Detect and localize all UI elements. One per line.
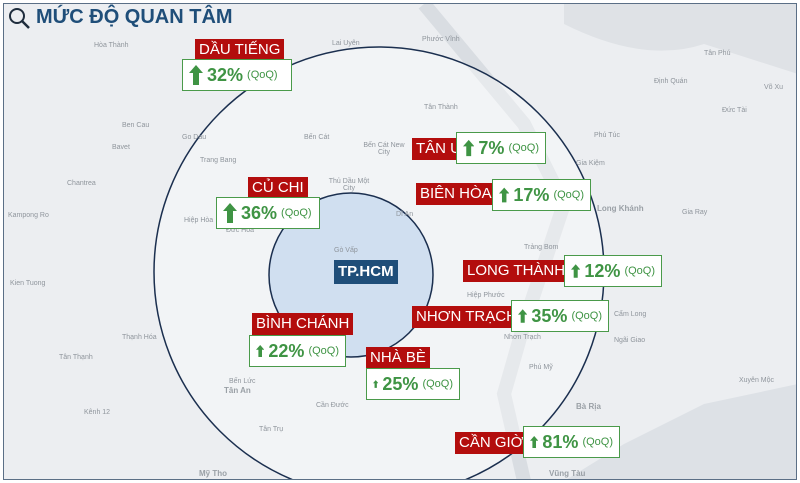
- map-label: Vũng Tàu: [549, 469, 586, 478]
- arrow-up-icon: [518, 309, 528, 323]
- growth-box: 35% (QoQ): [511, 300, 609, 332]
- map-label: Kênh 12: [84, 409, 111, 416]
- growth-value: 36%: [241, 202, 278, 223]
- map-label: Gò Vấp: [334, 247, 358, 254]
- map-label: Tân An: [224, 386, 251, 395]
- growth-value: 25%: [382, 373, 419, 394]
- growth-period: (QoQ): [422, 378, 453, 390]
- arrow-up-icon: [223, 203, 237, 223]
- growth-box: 17% (QoQ): [492, 179, 591, 211]
- map-label: Mỹ Tho: [199, 469, 227, 478]
- page-title: MỨC ĐỘ QUAN TÂM: [8, 6, 233, 29]
- map-label: Nhơn Trạch: [504, 334, 541, 341]
- title-text: MỨC ĐỘ QUAN TÂM: [36, 6, 233, 28]
- river: [418, 4, 572, 479]
- map-label: Dĩ An: [396, 211, 414, 218]
- growth-value: 17%: [513, 184, 550, 205]
- map-label: Bà Rịa: [576, 402, 601, 411]
- map-label: Ngãi Giao: [614, 337, 646, 344]
- arrow-up-icon: [530, 435, 539, 449]
- growth-period: (QoQ): [582, 436, 613, 448]
- arrow-up-icon: [373, 380, 379, 388]
- map-label: Hiệp Hòa: [184, 217, 214, 224]
- map-label: Go Dau: [182, 134, 207, 141]
- map-label: Chantrea: [67, 180, 96, 187]
- map-label: Gia Kiệm: [576, 160, 605, 167]
- center-label-tphcm: TP.HCM: [334, 260, 398, 284]
- growth-period: (QoQ): [508, 142, 539, 154]
- growth-box: 25% (QoQ): [366, 368, 460, 400]
- arrow-up-icon: [571, 264, 581, 278]
- arrow-up-icon: [256, 344, 265, 358]
- growth-period: (QoQ): [281, 207, 312, 219]
- map-label: Hòa Thành: [94, 42, 129, 49]
- search-icon: [9, 7, 30, 29]
- map-label: Bavet: [112, 144, 130, 151]
- sea: [567, 384, 796, 479]
- map-panel: Hòa Thành Lai Uyên Phước Vĩnh Tân Thành …: [3, 3, 797, 480]
- growth-value: 81%: [542, 431, 579, 452]
- area-name-label: LONG THÀNH: [463, 260, 570, 282]
- area-name-label: CỦ CHI: [248, 177, 308, 199]
- map-label: Ben Cau: [122, 122, 150, 129]
- growth-period: (QoQ): [308, 345, 339, 357]
- growth-period: (QoQ): [247, 69, 278, 81]
- map-label: Bến Cát New City: [363, 142, 405, 156]
- map-label: Bến Cát: [304, 134, 330, 141]
- map-label: Lai Uyên: [332, 40, 360, 47]
- growth-value: 12%: [584, 260, 621, 281]
- area-name-label: CẦN GIỜ: [455, 432, 528, 454]
- map-label: Tân Phú: [704, 50, 731, 57]
- map-label: Phú Túc: [594, 132, 620, 139]
- map-label: Cần Đước: [316, 402, 349, 409]
- map-label: Kien Tuong: [10, 280, 46, 287]
- reservoir: [564, 4, 796, 74]
- growth-period: (QoQ): [624, 265, 655, 277]
- arrow-up-icon: [463, 139, 475, 157]
- map-label: Hiệp Phước: [467, 292, 505, 299]
- map-label: Phú Mỹ: [529, 364, 553, 371]
- map-label: Đức Hòa: [226, 227, 255, 234]
- map-label: Gia Ray: [682, 209, 708, 216]
- area-name-label: DẦU TIẾNG: [195, 39, 285, 61]
- growth-box: 12% (QoQ): [564, 255, 662, 287]
- map-background: [153, 4, 796, 479]
- map-label: Phước Vĩnh: [422, 36, 460, 43]
- map-label: Kampong Ro: [8, 212, 49, 219]
- map-label: Trang Bang: [200, 157, 237, 164]
- area-name-label: NHÀ BÈ: [366, 347, 430, 369]
- growth-value: 32%: [207, 64, 244, 85]
- map-label: Thủ Dầu Một City: [328, 178, 370, 192]
- map-label: Cẩm Long: [614, 311, 647, 318]
- map-label: Bến Lức: [229, 378, 256, 385]
- growth-period: (QoQ): [571, 310, 602, 322]
- arrow-up-icon: [189, 65, 203, 85]
- map-label: Trảng Bom: [524, 244, 559, 251]
- area-name-label: BÌNH CHÁNH: [252, 313, 354, 335]
- growth-box: 32% (QoQ): [182, 59, 292, 91]
- growth-value: 7%: [478, 137, 505, 158]
- growth-box: 7% (QoQ): [456, 132, 546, 164]
- map-label: Định Quán: [654, 78, 688, 85]
- area-name-label: BIÊN HÒA: [416, 183, 496, 205]
- arrow-up-icon: [499, 187, 510, 203]
- area-name-label: NHƠN TRẠCH: [412, 306, 521, 328]
- map-label: Võ Xu: [764, 84, 784, 91]
- map-label: Xuyên Mộc: [739, 377, 775, 384]
- growth-value: 35%: [531, 305, 568, 326]
- map-label: Tân Thạnh: [59, 354, 93, 361]
- growth-box: 81% (QoQ): [523, 426, 620, 458]
- map-label: Tân Trụ: [259, 426, 284, 433]
- map-label: Long Khánh: [597, 204, 644, 213]
- map-label: Thạnh Hóa: [122, 334, 157, 341]
- growth-period: (QoQ): [553, 189, 584, 201]
- growth-box: 36% (QoQ): [216, 197, 320, 229]
- growth-box: 22% (QoQ): [249, 335, 346, 367]
- growth-value: 22%: [268, 340, 305, 361]
- map-label: Đức Tài: [722, 107, 747, 114]
- map-label: Tân Thành: [424, 104, 458, 111]
